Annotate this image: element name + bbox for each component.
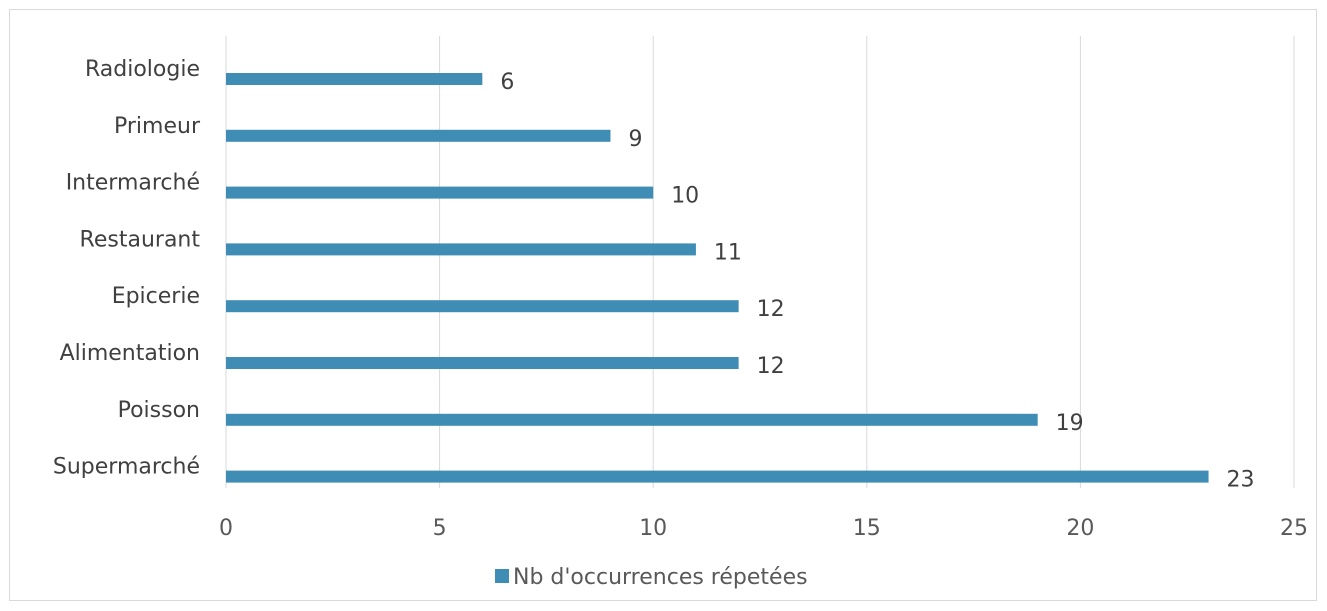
bar bbox=[226, 129, 611, 142]
data-label: 23 bbox=[1227, 468, 1255, 493]
bar bbox=[226, 357, 739, 369]
x-tick-label: 10 bbox=[639, 516, 667, 541]
legend-label: Nb d'occurrences répetées bbox=[513, 565, 808, 590]
category-label: Restaurant bbox=[80, 227, 201, 252]
data-label: 12 bbox=[757, 297, 785, 322]
category-label: Alimentation bbox=[60, 341, 200, 366]
category-label: Supermarché bbox=[53, 455, 200, 480]
data-label: 12 bbox=[757, 354, 785, 379]
data-label: 11 bbox=[714, 240, 742, 265]
category-label: Radiologie bbox=[85, 57, 200, 82]
x-tick-labels: 0 5 10 15 20 25 bbox=[219, 516, 1308, 541]
x-tick-label: 20 bbox=[1066, 516, 1094, 541]
data-label: 6 bbox=[500, 70, 514, 95]
x-tick-label: 0 bbox=[219, 516, 233, 541]
gridlines bbox=[225, 36, 1295, 488]
data-label: 9 bbox=[628, 127, 642, 152]
category-label: Epicerie bbox=[112, 284, 200, 309]
x-tick-label: 25 bbox=[1280, 516, 1308, 541]
data-label: 10 bbox=[671, 184, 699, 209]
x-tick-label: 15 bbox=[853, 516, 881, 541]
category-label: Intermarché bbox=[66, 171, 200, 196]
bar bbox=[226, 73, 483, 85]
category-labels: Radiologie Primeur Intermarché Restaurant Ep… bbox=[53, 57, 201, 480]
bar bbox=[226, 413, 1038, 426]
x-tick-label: 5 bbox=[433, 516, 447, 541]
category-label: Primeur bbox=[114, 114, 201, 139]
legend-swatch bbox=[495, 569, 509, 583]
bar bbox=[226, 186, 654, 199]
bar bbox=[226, 300, 739, 313]
bar bbox=[226, 243, 696, 256]
data-label: 19 bbox=[1056, 411, 1084, 436]
bars bbox=[226, 73, 1209, 483]
bar bbox=[226, 470, 1209, 483]
category-label: Poisson bbox=[118, 398, 200, 423]
legend: Nb d'occurrences répetées bbox=[495, 565, 808, 590]
data-labels: 6 9 10 11 12 12 19 23 bbox=[500, 70, 1254, 493]
